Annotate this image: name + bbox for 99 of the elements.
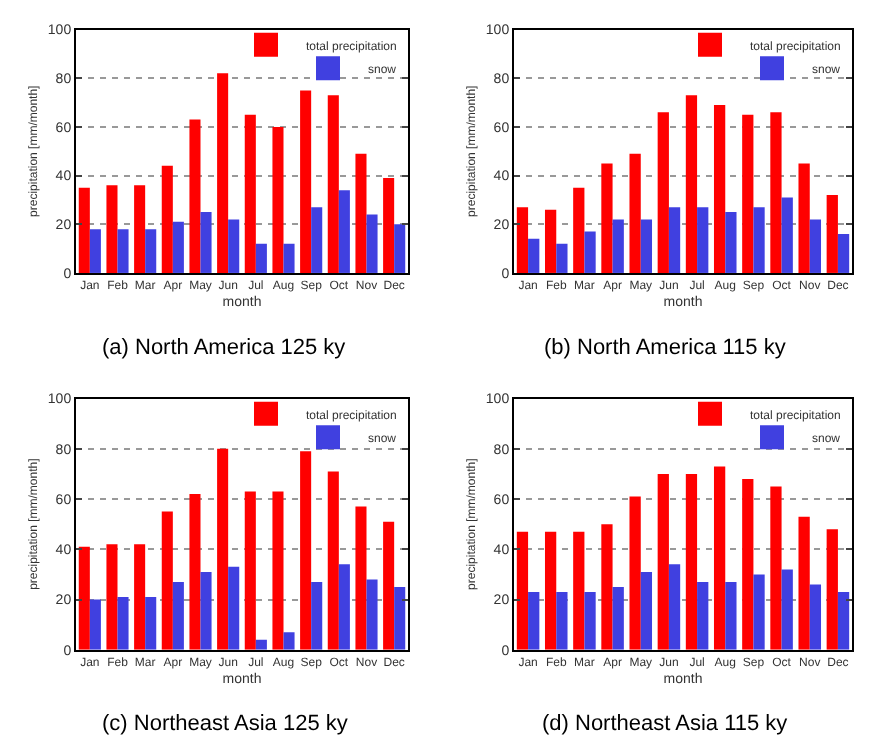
bar bbox=[300, 90, 312, 273]
bar bbox=[89, 599, 101, 650]
bar bbox=[255, 243, 267, 273]
bar bbox=[366, 214, 378, 273]
bar bbox=[697, 207, 709, 273]
bar bbox=[244, 114, 256, 273]
bar bbox=[217, 448, 229, 650]
bar bbox=[516, 531, 529, 650]
bar bbox=[106, 185, 118, 273]
bar bbox=[327, 471, 339, 650]
bar bbox=[78, 546, 90, 650]
bar bbox=[283, 243, 295, 273]
bar bbox=[544, 209, 557, 273]
text: (b) North America 115 ky bbox=[544, 336, 787, 360]
bar bbox=[117, 597, 129, 650]
bar bbox=[200, 571, 212, 650]
bar bbox=[311, 207, 323, 273]
bar bbox=[685, 473, 698, 650]
bar bbox=[713, 104, 726, 273]
bar bbox=[770, 486, 782, 650]
bar bbox=[753, 207, 765, 273]
bar bbox=[134, 544, 146, 650]
text: (a) North America 125 ky bbox=[102, 336, 347, 360]
bar bbox=[78, 187, 90, 273]
bar bbox=[161, 165, 173, 273]
bar bbox=[172, 581, 184, 650]
bar bbox=[228, 566, 240, 650]
bar bbox=[809, 584, 822, 650]
text: (c) Northeast Asia 125 ky bbox=[102, 712, 349, 736]
bar bbox=[826, 195, 838, 273]
bar bbox=[117, 229, 129, 273]
bar bbox=[394, 586, 406, 650]
bar bbox=[629, 496, 641, 650]
bar bbox=[573, 531, 585, 650]
bar bbox=[809, 219, 822, 273]
bar bbox=[781, 569, 793, 650]
bar bbox=[685, 95, 698, 273]
bar bbox=[355, 153, 367, 273]
bar bbox=[311, 581, 323, 650]
bar bbox=[640, 571, 653, 650]
bar bbox=[697, 581, 709, 650]
bar bbox=[612, 219, 624, 273]
bar bbox=[657, 112, 669, 273]
bar bbox=[668, 207, 681, 273]
bar bbox=[228, 219, 240, 273]
bar bbox=[189, 494, 201, 650]
bar bbox=[725, 212, 737, 273]
bar bbox=[200, 212, 212, 273]
bar bbox=[283, 632, 295, 650]
bar bbox=[327, 95, 339, 273]
bar bbox=[629, 153, 641, 273]
bar bbox=[338, 564, 350, 650]
bar bbox=[612, 586, 624, 650]
bar bbox=[640, 219, 653, 273]
bar bbox=[145, 229, 157, 273]
bar bbox=[366, 579, 378, 650]
bar bbox=[742, 478, 754, 650]
bar bbox=[272, 126, 284, 273]
bar bbox=[556, 243, 568, 273]
bar bbox=[89, 229, 101, 273]
bar bbox=[516, 207, 529, 273]
bar bbox=[601, 163, 613, 273]
bar bbox=[544, 531, 557, 650]
bar bbox=[725, 581, 737, 650]
bar bbox=[573, 187, 585, 273]
bar bbox=[383, 521, 395, 650]
bar bbox=[217, 73, 229, 273]
bar bbox=[668, 564, 681, 650]
bar bbox=[134, 185, 146, 273]
bar bbox=[355, 506, 367, 650]
bar bbox=[145, 597, 157, 650]
bar bbox=[837, 233, 850, 273]
bar bbox=[172, 221, 184, 273]
bar bbox=[798, 163, 810, 273]
bar bbox=[394, 224, 406, 273]
bar bbox=[770, 112, 782, 273]
bar bbox=[584, 592, 596, 650]
bar bbox=[528, 592, 540, 650]
bar bbox=[383, 178, 395, 273]
bar bbox=[300, 451, 312, 650]
bar bbox=[272, 491, 284, 650]
bar bbox=[584, 231, 596, 273]
bar bbox=[713, 466, 726, 650]
bar bbox=[106, 544, 118, 650]
bar bbox=[189, 119, 201, 273]
bar bbox=[338, 190, 350, 273]
bar bbox=[244, 491, 256, 650]
bar bbox=[556, 592, 568, 650]
bar bbox=[837, 592, 850, 650]
bar bbox=[826, 529, 838, 650]
text: (d) Northeast Asia 115 ky bbox=[542, 712, 789, 736]
bar bbox=[528, 238, 540, 273]
bar bbox=[601, 524, 613, 650]
bar bbox=[753, 574, 765, 650]
bar bbox=[781, 197, 793, 273]
bar bbox=[161, 511, 173, 650]
bar bbox=[657, 473, 669, 650]
bar bbox=[798, 516, 810, 650]
bar bbox=[742, 114, 754, 273]
